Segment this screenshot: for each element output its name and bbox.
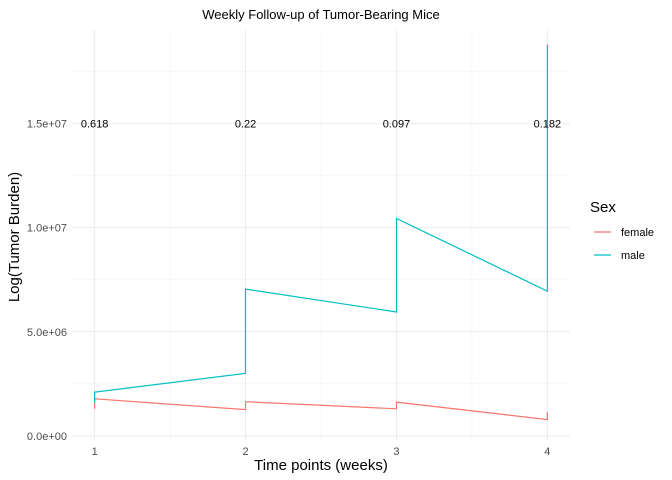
p-value-annotations: 0.618 0.22 0.097 0.182 bbox=[81, 119, 561, 131]
legend-title: Sex bbox=[590, 199, 616, 216]
series-line-female bbox=[93, 398, 549, 421]
minor-gridlines bbox=[72, 30, 570, 440]
legend-label-female: female bbox=[621, 227, 654, 239]
y-tick-label: 1.0e+07 bbox=[27, 223, 67, 235]
p-value-label: 0.618 bbox=[81, 119, 109, 131]
series-line-male bbox=[93, 44, 549, 403]
x-tick-label: 2 bbox=[242, 446, 248, 458]
y-tick-label: 0.0e+00 bbox=[27, 431, 67, 443]
y-axis-title: Log(Tumor Burden) bbox=[6, 172, 23, 302]
legend-label-male: male bbox=[621, 250, 645, 262]
x-axis-ticks: 1 2 3 4 bbox=[92, 446, 551, 458]
p-value-label: 0.097 bbox=[383, 119, 411, 131]
y-tick-label: 1.5e+07 bbox=[27, 119, 67, 131]
x-tick-label: 4 bbox=[544, 446, 550, 458]
x-axis-title: Time points (weeks) bbox=[254, 457, 388, 474]
x-tick-label: 1 bbox=[92, 446, 98, 458]
p-value-label: 0.182 bbox=[534, 119, 562, 131]
y-tick-label: 5.0e+06 bbox=[27, 327, 67, 339]
legend: Sex female male bbox=[590, 199, 654, 262]
p-value-label: 0.22 bbox=[235, 119, 256, 131]
chart-title: Weekly Follow-up of Tumor-Bearing Mice bbox=[202, 7, 439, 22]
y-axis-ticks: 0.0e+00 5.0e+06 1.0e+07 1.5e+07 bbox=[27, 119, 67, 443]
series-lines bbox=[93, 44, 549, 421]
x-tick-label: 3 bbox=[393, 446, 399, 458]
